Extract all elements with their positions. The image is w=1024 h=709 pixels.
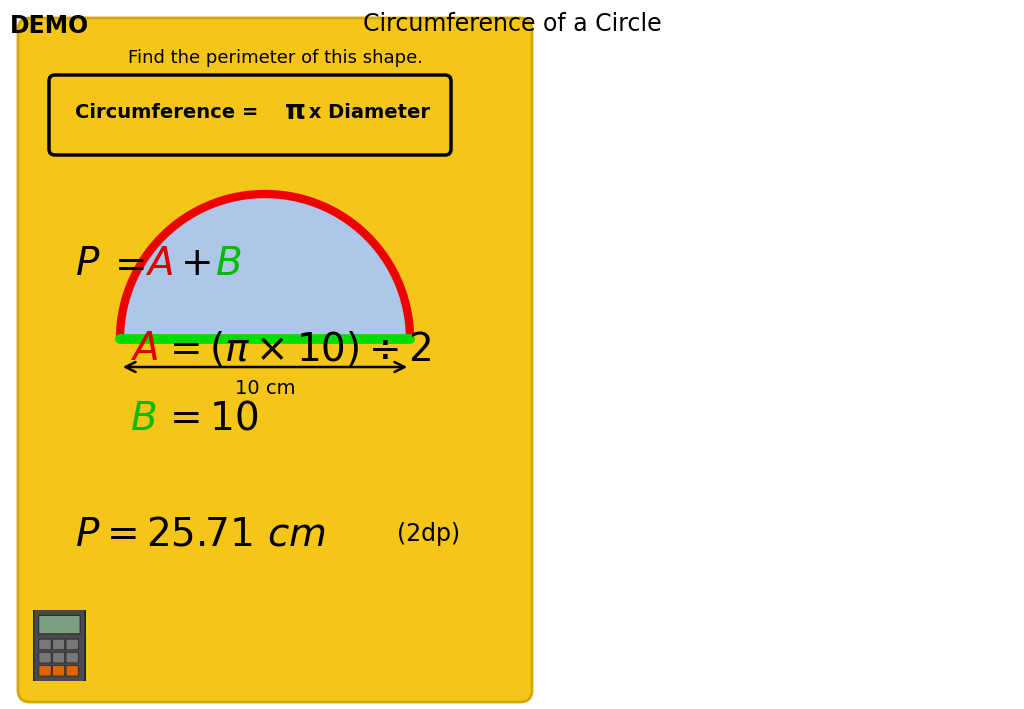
FancyBboxPatch shape (52, 652, 65, 663)
FancyBboxPatch shape (52, 665, 65, 676)
FancyBboxPatch shape (49, 75, 451, 155)
Text: $= (\pi \times 10) \div 2$: $= (\pi \times 10) \div 2$ (162, 330, 431, 369)
Polygon shape (120, 194, 410, 339)
Text: $+$: $+$ (180, 245, 211, 283)
Text: Find the perimeter of this shape.: Find the perimeter of this shape. (128, 49, 423, 67)
FancyBboxPatch shape (66, 652, 78, 663)
Text: $A$: $A$ (145, 245, 173, 283)
Text: $B$: $B$ (215, 245, 242, 283)
FancyBboxPatch shape (39, 665, 51, 676)
Text: $=$: $=$ (106, 245, 145, 283)
Text: DEMO: DEMO (10, 14, 89, 38)
Text: x Diameter: x Diameter (302, 103, 430, 121)
Text: Circumference =: Circumference = (75, 103, 265, 121)
FancyBboxPatch shape (66, 665, 78, 676)
FancyBboxPatch shape (66, 640, 78, 649)
FancyBboxPatch shape (39, 640, 51, 649)
Text: $P = 25.71\ cm$: $P = 25.71\ cm$ (75, 515, 326, 553)
FancyBboxPatch shape (52, 640, 65, 649)
Text: Circumference of a Circle: Circumference of a Circle (362, 12, 662, 36)
Text: $\mathbf{\pi}$: $\mathbf{\pi}$ (284, 99, 305, 125)
Text: $= 10$: $= 10$ (162, 400, 259, 438)
FancyBboxPatch shape (18, 18, 532, 702)
Text: 10 cm: 10 cm (234, 379, 295, 398)
FancyBboxPatch shape (39, 615, 80, 634)
Text: $A$: $A$ (130, 330, 158, 368)
FancyBboxPatch shape (34, 608, 85, 682)
Text: (2dp): (2dp) (397, 522, 460, 546)
FancyBboxPatch shape (39, 652, 51, 663)
Text: $B$: $B$ (130, 400, 157, 438)
Text: $P$: $P$ (75, 245, 100, 283)
